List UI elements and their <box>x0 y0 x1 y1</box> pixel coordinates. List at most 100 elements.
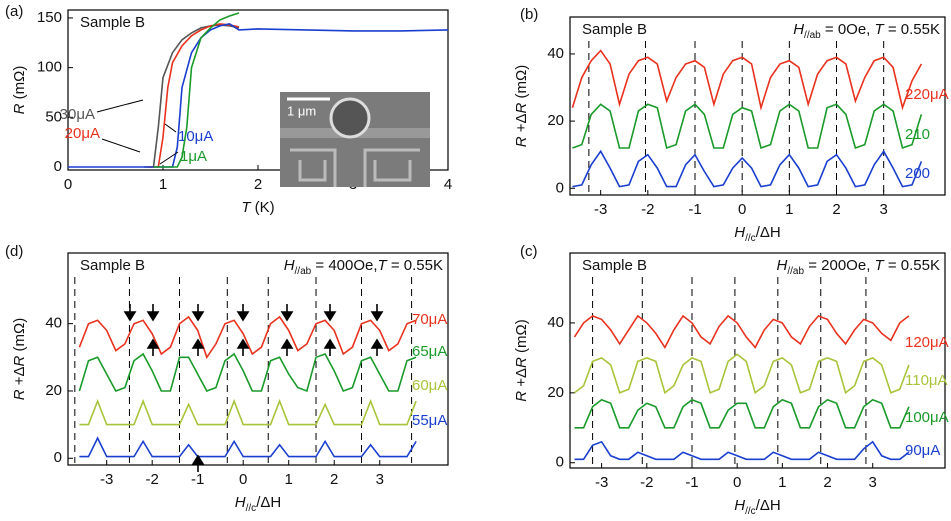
x-axis-label-part: H <box>734 224 745 241</box>
plot-frame <box>569 252 946 469</box>
y-tick-label: 20 <box>45 382 62 399</box>
x-axis-label: H//c/ΔH <box>734 497 780 517</box>
plot-frame <box>67 252 449 466</box>
y-tick-label: 40 <box>547 314 564 331</box>
series-line <box>572 149 923 188</box>
y-axis-label-part: +Δ <box>11 366 28 389</box>
x-tick-label: 0 <box>64 176 72 193</box>
y-tick-label: 0 <box>556 179 564 196</box>
series-label: 70μA <box>412 311 447 328</box>
y-axis-label-part: (mΩ) <box>11 66 28 104</box>
label-leader <box>164 123 177 133</box>
panel-subtitle-part: //ab <box>804 30 821 41</box>
y-tick-label: 20 <box>547 384 564 401</box>
panel-label: (a) <box>5 3 23 20</box>
y-axis-label-part: R <box>513 357 530 368</box>
x-axis-label-part: /ΔH <box>256 494 281 511</box>
y-axis-label-part: (mΩ) <box>513 65 530 103</box>
up-arrows <box>146 338 384 472</box>
series-line <box>79 436 417 458</box>
panel-subtitle: H//ab = 400Oe,T = 0.55K <box>284 257 443 277</box>
series-line <box>153 12 240 168</box>
arrows <box>123 304 384 472</box>
inset-structure <box>290 148 420 187</box>
series-line <box>572 103 923 150</box>
panel-subtitle-part: = 0.55K <box>884 257 940 274</box>
series-label: 220μA <box>905 86 949 103</box>
panel-title: Sample B <box>582 257 647 274</box>
y-axis-label: R +ΔR (mΩ) <box>513 319 530 402</box>
label-leader <box>159 151 179 165</box>
series-line <box>574 353 910 395</box>
series-label: 55μA <box>412 412 447 429</box>
down-arrows <box>123 304 384 322</box>
y-axis-label-part: R <box>513 391 530 402</box>
y-axis-label-part: R <box>11 103 28 114</box>
x-tick-label: -3 <box>595 474 608 491</box>
x-tick-label: 3 <box>880 201 888 218</box>
y-tick-label: 100 <box>37 59 62 76</box>
y-tick-label: 40 <box>547 45 564 62</box>
x-axis-label-part: H <box>235 494 246 511</box>
x-tick-label: 0 <box>733 474 741 491</box>
y-axis-label: R +ΔR (mΩ) <box>513 65 530 148</box>
panel-label: (c) <box>520 243 538 260</box>
x-tick-label: 1 <box>778 474 786 491</box>
series-line <box>148 23 240 168</box>
y-tick-label: 0 <box>556 454 564 471</box>
series-line <box>574 398 910 429</box>
y-tick-label: 40 <box>45 315 62 332</box>
panel-subtitle-part: H <box>777 257 788 274</box>
y-tick-label: 20 <box>547 112 564 129</box>
panel-subtitle-part: H <box>793 21 804 38</box>
x-tick-label: 1 <box>785 201 793 218</box>
y-axis-label-part: R <box>11 389 28 400</box>
plot-frame <box>569 16 946 196</box>
label-leader <box>101 138 141 153</box>
x-tick-label: -2 <box>146 471 159 488</box>
x-axis-label: H//c/ΔH <box>734 224 780 244</box>
series-line <box>78 315 417 360</box>
x-tick-label: 3 <box>869 474 877 491</box>
series-label: 210 <box>905 126 930 143</box>
x-tick-label: 4 <box>444 176 452 193</box>
x-tick-label: -1 <box>191 471 204 488</box>
x-axis-label-part: H <box>734 497 745 514</box>
inset-ring <box>329 97 371 139</box>
series-label: 120μA <box>905 334 949 351</box>
x-tick-label: 2 <box>823 474 831 491</box>
x-tick-label: -3 <box>100 471 113 488</box>
series-line <box>571 49 923 111</box>
x-axis-label-part: T <box>241 199 252 216</box>
x-axis-label-part: /ΔH <box>756 224 781 241</box>
x-tick-label: -1 <box>685 474 698 491</box>
y-tick-label: 0 <box>54 449 62 466</box>
x-tick-label: 1 <box>159 176 167 193</box>
panel-subtitle-part: //ab <box>787 266 804 277</box>
panel-subtitle-part: = 0.55K <box>884 21 940 38</box>
x-tick-label: 2 <box>832 201 840 218</box>
y-axis-label-part: (mΩ) <box>513 319 530 357</box>
panel-subtitle-part: //ab <box>295 266 312 277</box>
series-label: 65μA <box>412 343 447 360</box>
x-axis-label-part: (K) <box>251 199 275 216</box>
x-axis-label: H//c/ΔH <box>235 494 281 514</box>
y-axis-label-part: (mΩ) <box>11 318 28 356</box>
y-axis-label-part: +Δ <box>513 368 530 391</box>
scale-label: 1 μm <box>287 103 316 118</box>
y-tick-label: 0 <box>54 158 62 175</box>
panel-subtitle: H//ab = 200Oe, T = 0.55K <box>777 257 940 277</box>
series-label: 110μA <box>905 372 948 389</box>
panel-subtitle-part: T <box>378 257 389 274</box>
series-line <box>574 440 910 461</box>
panel-subtitle-part: = 400Oe, <box>311 257 377 274</box>
x-tick-label: -2 <box>641 201 654 218</box>
panel-label: (b) <box>520 6 538 23</box>
x-tick-label: 0 <box>738 201 746 218</box>
series-label: 30μA <box>60 106 95 123</box>
y-axis-label-part: +Δ <box>513 113 530 136</box>
x-tick-label: -1 <box>688 201 701 218</box>
panel-subtitle-part: T <box>875 257 886 274</box>
series-label: 100μA <box>905 409 949 426</box>
